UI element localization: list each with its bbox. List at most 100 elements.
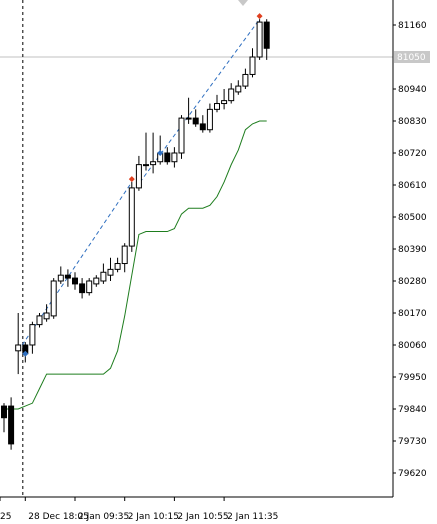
candle-body-bull bbox=[150, 161, 157, 166]
x-tick-label: 28 Dec 18:05 bbox=[28, 512, 89, 522]
candle bbox=[114, 257, 121, 273]
candle-body-bull bbox=[256, 21, 263, 58]
candle-body-bull bbox=[29, 324, 36, 346]
candle bbox=[1, 403, 7, 433]
y-tick-label: 79950 bbox=[398, 373, 427, 383]
candle-body-bull bbox=[235, 85, 242, 93]
current-price-label: 81050 bbox=[397, 53, 426, 63]
candle bbox=[72, 272, 78, 290]
entry-marker bbox=[157, 149, 164, 156]
candle bbox=[79, 278, 86, 299]
x-tick-label: 2 Jan 10:55 bbox=[177, 512, 228, 522]
candle bbox=[249, 48, 256, 78]
y-tick-label: 79730 bbox=[398, 437, 427, 447]
y-tick-label: 80830 bbox=[398, 117, 427, 127]
candle-body-bull bbox=[86, 280, 93, 294]
y-tick-label: 79840 bbox=[398, 405, 427, 415]
candle bbox=[128, 182, 135, 252]
candle bbox=[256, 19, 263, 60]
indicator-line bbox=[4, 120, 267, 410]
candle bbox=[86, 278, 93, 296]
candle-body-bull bbox=[107, 268, 114, 276]
candle bbox=[150, 132, 157, 174]
candle-body-bull bbox=[15, 344, 22, 352]
y-tick-label: 81160 bbox=[398, 21, 427, 31]
candle bbox=[235, 80, 242, 95]
candle bbox=[143, 132, 149, 171]
candle bbox=[43, 304, 50, 322]
candle bbox=[36, 312, 43, 328]
candle-body-bear bbox=[199, 123, 206, 131]
candle-body-bear bbox=[1, 405, 7, 419]
x-tick-label: 25 bbox=[0, 512, 11, 522]
candle-body-bull bbox=[121, 245, 128, 265]
candle-body-bull bbox=[100, 271, 107, 282]
y-tick-label: 79620 bbox=[398, 469, 427, 479]
candle-body-bull bbox=[242, 73, 249, 87]
candle-body-bear bbox=[192, 117, 199, 125]
y-tick-label: 80500 bbox=[398, 213, 427, 223]
candle-body-bull bbox=[128, 187, 135, 247]
candle bbox=[206, 103, 213, 133]
candle-body-bull bbox=[143, 164, 149, 167]
candle bbox=[263, 19, 270, 60]
candle bbox=[107, 257, 114, 281]
candle-body-bear bbox=[64, 274, 71, 279]
candle-body-bull bbox=[93, 277, 100, 285]
candle-body-bull bbox=[221, 100, 228, 105]
candle bbox=[242, 68, 249, 89]
candle-body-bear bbox=[72, 277, 78, 285]
candle-body-bull bbox=[171, 152, 178, 163]
candle bbox=[164, 147, 171, 165]
candle bbox=[178, 115, 185, 159]
candle bbox=[171, 147, 178, 168]
candle bbox=[15, 312, 22, 375]
candle-body-bear bbox=[263, 21, 270, 49]
candle-body-bull bbox=[206, 108, 213, 131]
candle bbox=[8, 397, 15, 450]
candle-body-bull bbox=[228, 88, 235, 102]
candle-body-bull bbox=[185, 117, 192, 120]
y-tick-label: 80610 bbox=[398, 181, 427, 191]
candle bbox=[57, 266, 64, 284]
x-tick-label: 2 Jan 11:35 bbox=[227, 512, 278, 522]
x-tick-label: 2 Jan 09:35 bbox=[78, 512, 129, 522]
candle-body-bull bbox=[36, 315, 43, 326]
candle bbox=[93, 275, 100, 287]
candle-body-bull bbox=[135, 164, 142, 189]
candle bbox=[185, 97, 192, 124]
trade-line bbox=[21, 181, 133, 346]
candle-body-bull bbox=[214, 103, 220, 110]
y-tick-label: 80280 bbox=[398, 277, 427, 287]
y-tick-label: 80170 bbox=[398, 309, 427, 319]
y-tick-label: 80720 bbox=[398, 149, 427, 159]
current-price-tag bbox=[394, 50, 430, 63]
y-tick-label: 80390 bbox=[398, 245, 427, 255]
exit-marker bbox=[128, 176, 135, 183]
candle bbox=[100, 263, 107, 284]
candle-body-bull bbox=[178, 117, 185, 154]
candle bbox=[192, 109, 199, 127]
candle-body-bull bbox=[43, 312, 50, 320]
candle-body-bull bbox=[57, 274, 64, 282]
candle bbox=[50, 278, 57, 319]
candle bbox=[29, 321, 36, 354]
candle bbox=[121, 243, 128, 273]
scroll-indicator bbox=[238, 0, 248, 6]
y-tick-label: 80060 bbox=[398, 341, 427, 351]
candle bbox=[214, 94, 220, 113]
exit-marker bbox=[256, 13, 263, 20]
candle bbox=[199, 115, 206, 133]
candle bbox=[64, 269, 71, 287]
candle-body-bull bbox=[50, 280, 57, 317]
candle-body-bull bbox=[249, 56, 256, 75]
candle bbox=[135, 155, 142, 191]
candle-body-bull bbox=[114, 263, 121, 270]
candle-body-bear bbox=[79, 283, 86, 294]
candle-body-bear bbox=[164, 152, 171, 163]
x-tick-label: 2 Jan 10:15 bbox=[128, 512, 179, 522]
entry-marker bbox=[22, 350, 29, 357]
plot-area bbox=[0, 0, 393, 497]
